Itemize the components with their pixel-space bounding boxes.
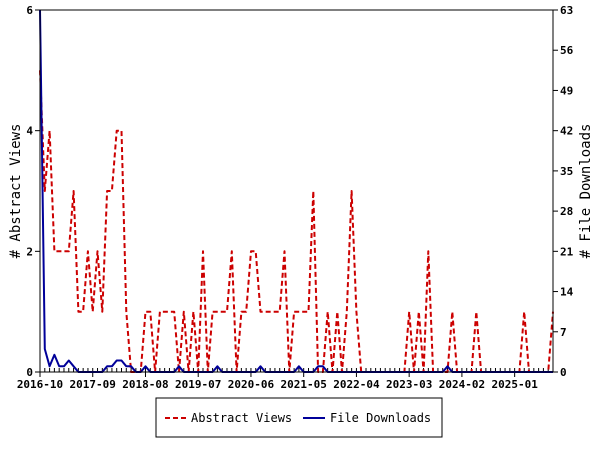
legend: Abstract Views File Downloads (155, 397, 443, 438)
x-tick-label: 2018-08 (122, 378, 168, 391)
x-tick-label: 2022-04 (333, 378, 380, 391)
x-tick-label: 2019-07 (175, 378, 221, 391)
x-tick-labels: 2016-10 2017-09 2018-08 2019-07 2020-06 2021-… (17, 378, 538, 391)
y-left-tick-label: 0 (26, 366, 33, 379)
x-tick-label: 2017-09 (70, 378, 116, 391)
x-tick-label: 2021-05 (281, 378, 327, 391)
x-tick-label: 2016-10 (17, 378, 63, 391)
legend-label-file-downloads: File Downloads (330, 411, 431, 425)
y-left-tick-label: 2 (26, 245, 33, 258)
axis-ticks (35, 9, 558, 377)
y-right-tick-label: 35 (560, 165, 573, 178)
y-right-tick-label: 0 (560, 366, 567, 379)
y-left-tick-labels: 0 2 4 6 (26, 4, 33, 379)
y-right-tick-label: 56 (560, 44, 574, 57)
y-right-axis-title: # File Downloads (578, 124, 594, 259)
y-right-tick-label: 49 (560, 84, 573, 97)
y-left-tick-label: 4 (26, 125, 33, 138)
y-right-tick-labels: 0 7 14 21 28 35 42 49 56 63 (560, 4, 574, 379)
series-lines (39, 9, 554, 373)
x-tick-label: 2025-01 (491, 378, 538, 391)
y-right-tick-label: 42 (560, 125, 573, 138)
legend-box (155, 397, 443, 438)
y-right-tick-label: 7 (560, 326, 567, 339)
y-right-tick-label: 28 (560, 205, 573, 218)
y-left-axis-title: # Abstract Views (8, 124, 24, 259)
x-tick-label: 2023-03 (386, 378, 432, 391)
y-left-tick-label: 6 (26, 4, 33, 17)
legend-label-abstract-views: Abstract Views (191, 411, 292, 425)
series-line-abstract-views (39, 70, 554, 373)
y-right-tick-label: 63 (560, 4, 573, 17)
x-tick-label: 2024-02 (439, 378, 485, 391)
plot-frame (39, 9, 554, 373)
y-right-tick-label: 21 (560, 245, 574, 258)
x-tick-label: 2020-06 (228, 378, 275, 391)
y-right-tick-label: 14 (560, 286, 574, 299)
